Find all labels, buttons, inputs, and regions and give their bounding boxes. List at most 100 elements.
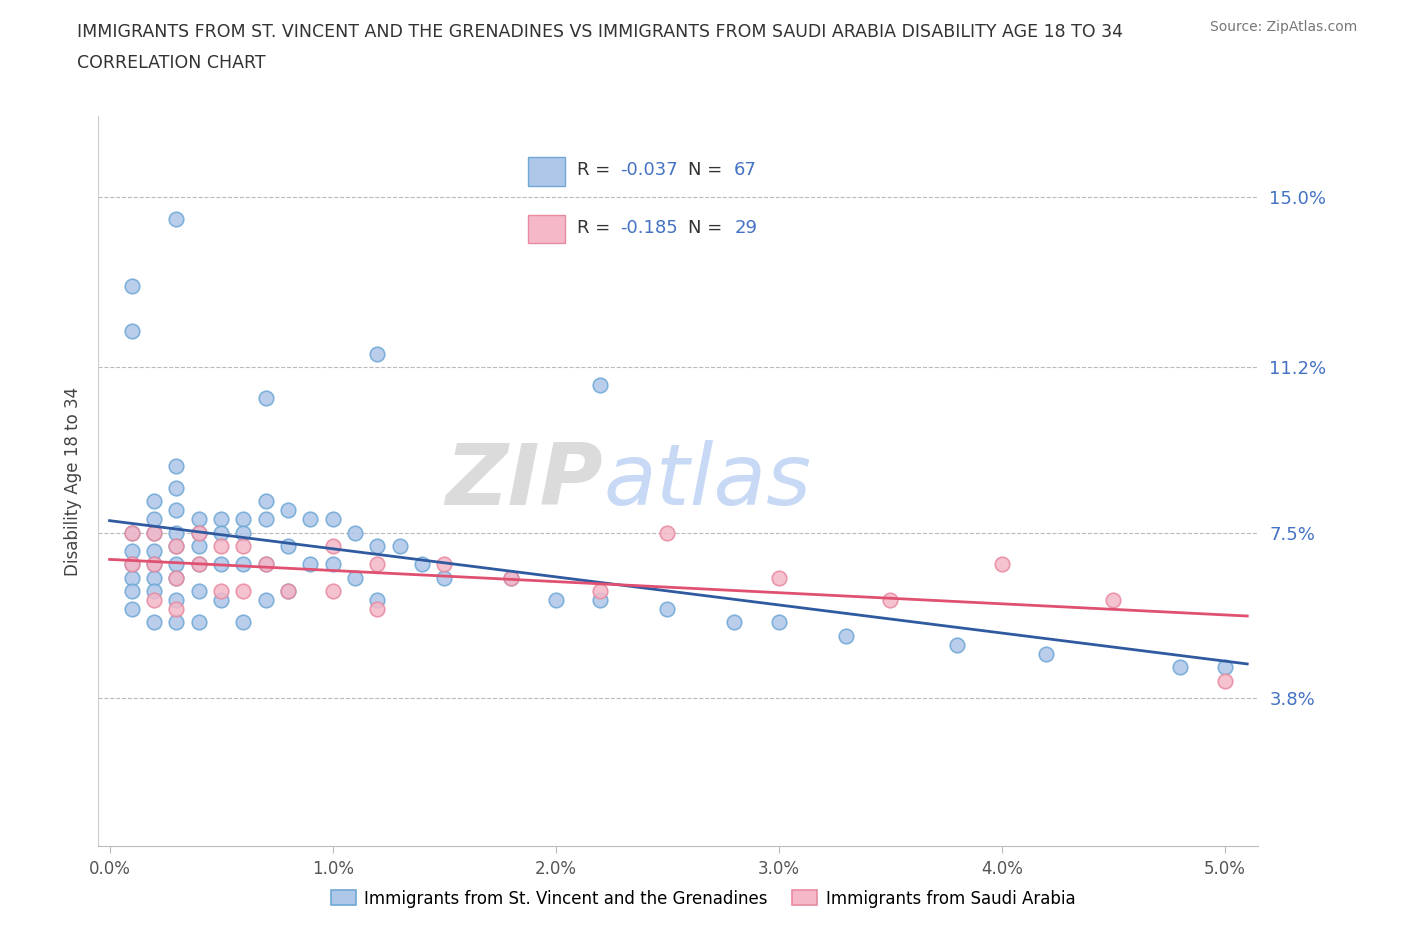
Point (589, 583, 612, 598)
Point (143, 570, 166, 585)
Point (166, 503, 188, 518)
Point (166, 592, 188, 607)
Point (209, 525, 232, 540)
Legend: Immigrants from St. Vincent and the Grenadines, Immigrants from Saudi Arabia: Immigrants from St. Vincent and the Gren… (323, 883, 1083, 914)
Point (143, 494, 166, 509)
Point (1102, 592, 1125, 607)
Point (946, 637, 969, 652)
Point (589, 592, 612, 607)
Point (121, 324, 143, 339)
Point (322, 512, 344, 526)
Point (589, 378, 612, 392)
Text: ZIP: ZIP (446, 440, 603, 523)
Point (366, 346, 388, 361)
Point (1213, 659, 1236, 674)
Point (277, 538, 299, 553)
Point (277, 583, 299, 598)
Point (187, 583, 209, 598)
Point (254, 557, 277, 572)
Point (388, 538, 411, 553)
Point (121, 583, 143, 598)
Point (121, 557, 143, 572)
Y-axis label: Disability Age 18 to 34: Disability Age 18 to 34 (63, 387, 82, 576)
Point (232, 525, 254, 540)
Point (187, 525, 209, 540)
Point (879, 592, 901, 607)
Point (254, 557, 277, 572)
Point (411, 557, 433, 572)
Point (254, 512, 277, 526)
Point (723, 615, 745, 630)
Point (277, 583, 299, 598)
Point (166, 602, 188, 617)
Point (143, 543, 166, 558)
Point (366, 602, 388, 617)
Text: IMMIGRANTS FROM ST. VINCENT AND THE GRENADINES VS IMMIGRANTS FROM SAUDI ARABIA D: IMMIGRANTS FROM ST. VINCENT AND THE GREN… (77, 23, 1123, 41)
Point (166, 557, 188, 572)
Text: CORRELATION CHART: CORRELATION CHART (77, 54, 266, 72)
Point (768, 570, 790, 585)
Point (322, 557, 344, 572)
Point (433, 570, 456, 585)
Point (322, 538, 344, 553)
Point (121, 525, 143, 540)
Point (366, 538, 388, 553)
Point (209, 557, 232, 572)
Point (121, 279, 143, 294)
Point (834, 629, 856, 644)
Point (187, 557, 209, 572)
Point (187, 615, 209, 630)
Point (277, 503, 299, 518)
Point (209, 538, 232, 553)
Point (166, 212, 188, 227)
Point (322, 583, 344, 598)
Point (187, 512, 209, 526)
Point (121, 525, 143, 540)
Point (254, 391, 277, 405)
Point (254, 592, 277, 607)
Point (232, 615, 254, 630)
Point (343, 570, 366, 585)
Point (254, 494, 277, 509)
Point (366, 557, 388, 572)
Point (166, 458, 188, 473)
Point (544, 592, 567, 607)
Point (143, 583, 166, 598)
Point (166, 538, 188, 553)
Point (366, 592, 388, 607)
Point (768, 615, 790, 630)
Point (166, 570, 188, 585)
Point (232, 538, 254, 553)
Point (657, 602, 679, 617)
Point (166, 525, 188, 540)
Point (209, 592, 232, 607)
Point (232, 583, 254, 598)
Point (143, 615, 166, 630)
Point (143, 557, 166, 572)
Point (187, 538, 209, 553)
Point (501, 570, 523, 585)
Point (121, 543, 143, 558)
Text: Source: ZipAtlas.com: Source: ZipAtlas.com (1209, 20, 1357, 34)
Point (187, 557, 209, 572)
Point (209, 583, 232, 598)
Point (166, 615, 188, 630)
Point (166, 570, 188, 585)
Point (232, 557, 254, 572)
Point (187, 525, 209, 540)
Point (232, 512, 254, 526)
Point (1168, 659, 1191, 674)
Point (143, 557, 166, 572)
Point (209, 512, 232, 526)
Point (143, 525, 166, 540)
Point (166, 481, 188, 496)
Point (343, 525, 366, 540)
Point (299, 512, 322, 526)
Point (991, 557, 1014, 572)
Point (1213, 673, 1236, 688)
Point (433, 557, 456, 572)
Text: atlas: atlas (603, 440, 811, 523)
Point (121, 602, 143, 617)
Point (143, 512, 166, 526)
Point (657, 525, 679, 540)
